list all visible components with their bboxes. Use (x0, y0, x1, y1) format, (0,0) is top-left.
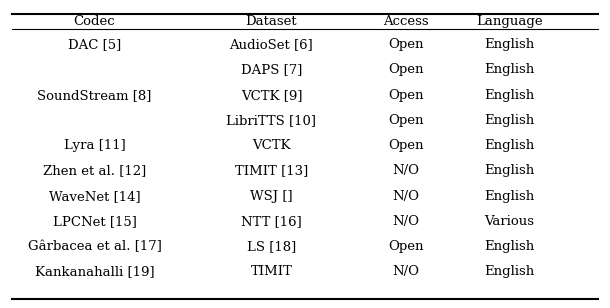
Text: Open: Open (388, 63, 423, 76)
Text: TIMIT: TIMIT (251, 265, 292, 278)
Text: Open: Open (388, 114, 423, 127)
Text: DAPS [7]: DAPS [7] (241, 63, 302, 76)
Text: AudioSet [6]: AudioSet [6] (229, 38, 314, 51)
Text: Various: Various (484, 215, 534, 228)
Text: Open: Open (388, 38, 423, 51)
Text: N/O: N/O (392, 164, 419, 177)
Text: WSJ []: WSJ [] (250, 190, 293, 203)
Text: LPCNet [15]: LPCNet [15] (52, 215, 137, 228)
Text: English: English (484, 265, 534, 278)
Text: Dataset: Dataset (246, 15, 297, 28)
Text: English: English (484, 63, 534, 76)
Text: Open: Open (388, 89, 423, 102)
Text: Codec: Codec (74, 15, 115, 28)
Text: Lyra [11]: Lyra [11] (63, 139, 126, 152)
Text: TIMIT [13]: TIMIT [13] (235, 164, 308, 177)
Text: English: English (484, 114, 534, 127)
Text: VCTK: VCTK (252, 139, 291, 152)
Text: English: English (484, 240, 534, 253)
Text: English: English (484, 38, 534, 51)
Text: English: English (484, 164, 534, 177)
Text: WaveNet [14]: WaveNet [14] (49, 190, 140, 203)
Text: Access: Access (383, 15, 428, 28)
Text: Zhen et al. [12]: Zhen et al. [12] (43, 164, 146, 177)
Text: Open: Open (388, 139, 423, 152)
Text: N/O: N/O (392, 215, 419, 228)
Text: Open: Open (388, 240, 423, 253)
Text: English: English (484, 89, 534, 102)
Text: VCTK [9]: VCTK [9] (241, 89, 302, 102)
Text: SoundStream [8]: SoundStream [8] (37, 89, 152, 102)
Text: LibriTTS [10]: LibriTTS [10] (226, 114, 317, 127)
Text: Language: Language (476, 15, 543, 28)
Text: N/O: N/O (392, 190, 419, 203)
Text: Kankanahalli [19]: Kankanahalli [19] (35, 265, 154, 278)
Text: Gârbacea et al. [17]: Gârbacea et al. [17] (27, 240, 162, 253)
Text: LS [18]: LS [18] (247, 240, 296, 253)
Text: English: English (484, 190, 534, 203)
Text: DAC [5]: DAC [5] (68, 38, 121, 51)
Text: NTT [16]: NTT [16] (241, 215, 302, 228)
Text: N/O: N/O (392, 265, 419, 278)
Text: English: English (484, 139, 534, 152)
